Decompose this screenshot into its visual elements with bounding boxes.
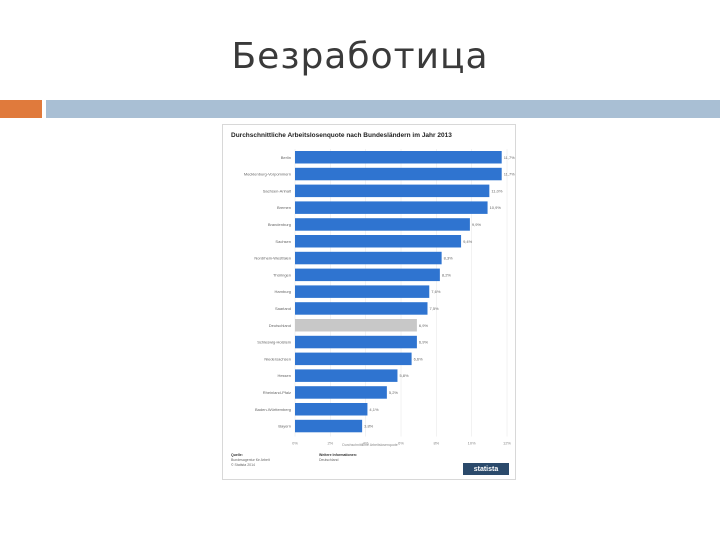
bar bbox=[295, 235, 462, 248]
value-label: 8,3% bbox=[444, 256, 454, 261]
chart-title: Durchschnittliche Arbeitslosenquote nach… bbox=[231, 132, 452, 139]
bar bbox=[295, 403, 368, 416]
value-label: 4,1% bbox=[369, 407, 379, 412]
value-label: 11,7% bbox=[504, 155, 515, 160]
category-label: Hessen bbox=[277, 373, 291, 378]
chart-card: Durchschnittliche Arbeitslosenquote nach… bbox=[222, 124, 516, 480]
bar bbox=[295, 268, 440, 282]
x-tick-label: 0% bbox=[292, 441, 298, 445]
value-label: 6,6% bbox=[414, 356, 424, 361]
x-tick-label: 6% bbox=[398, 441, 404, 445]
x-tick-label: 12% bbox=[503, 441, 511, 445]
bar bbox=[295, 335, 417, 349]
source-block: Quelle: Bundesagentur für Arbeit © Stati… bbox=[231, 453, 270, 468]
bar bbox=[295, 201, 488, 214]
value-label: 9,9% bbox=[472, 222, 482, 227]
category-label: Rheinland-Pfalz bbox=[263, 390, 291, 395]
category-label: Brandenburg bbox=[268, 222, 291, 227]
bar bbox=[295, 386, 387, 399]
slide-title: Безработица bbox=[231, 36, 489, 77]
bar bbox=[295, 352, 412, 366]
value-label: 5,2% bbox=[389, 390, 399, 395]
bar bbox=[295, 184, 490, 198]
category-label: Sachsen-Anhalt bbox=[263, 188, 292, 193]
info-title: Weitere Informationen: bbox=[319, 453, 358, 457]
bar-highlight bbox=[295, 319, 417, 332]
category-label: Hamburg bbox=[275, 289, 291, 294]
value-label: 5,8% bbox=[399, 373, 409, 378]
value-label: 7,5% bbox=[430, 306, 440, 311]
bar-chart: 0% 2% 4% 6% 8% 10% 12% Berlin 11,7% Mecklenburg-V… bbox=[244, 149, 515, 445]
x-tick-label: 8% bbox=[433, 441, 439, 445]
value-label: 3,8% bbox=[364, 424, 374, 429]
bar bbox=[295, 302, 428, 315]
x-tick-label: 4% bbox=[363, 441, 369, 445]
bar bbox=[295, 151, 502, 164]
bar bbox=[295, 285, 430, 298]
bar bbox=[295, 369, 398, 382]
value-label: 8,2% bbox=[442, 272, 452, 277]
category-label: Niedersachsen bbox=[264, 356, 291, 361]
bar bbox=[295, 419, 363, 433]
category-label: Deutschland bbox=[269, 323, 291, 328]
bar bbox=[295, 218, 470, 231]
category-label: Baden-Württemberg bbox=[255, 407, 291, 412]
x-axis-label: Durchschnittliche Arbeitslosenquote bbox=[342, 443, 398, 447]
source-title: Quelle: bbox=[231, 453, 243, 457]
category-label: Bayern bbox=[278, 424, 291, 429]
category-label: Nordrhein-Westfalen bbox=[254, 256, 291, 261]
value-label: 10,9% bbox=[490, 205, 502, 210]
category-label: Sachsen bbox=[275, 239, 291, 244]
category-label: Bremen bbox=[277, 205, 291, 210]
x-tick-label: 10% bbox=[468, 441, 476, 445]
value-label: 6,9% bbox=[419, 323, 429, 328]
bar bbox=[295, 251, 442, 265]
category-label: Saarland bbox=[275, 306, 291, 311]
value-label: 11,0% bbox=[491, 188, 502, 193]
accent-bar-orange bbox=[0, 100, 42, 118]
category-label: Mecklenburg-Vorpommern bbox=[244, 172, 291, 177]
source-line: © Statista 2014 bbox=[231, 463, 255, 467]
category-label: Berlin bbox=[281, 155, 291, 160]
bar bbox=[295, 167, 502, 181]
value-label: 9,4% bbox=[463, 239, 473, 244]
value-label: 11,7% bbox=[504, 172, 515, 177]
source-line: Bundesagentur für Arbeit bbox=[231, 458, 270, 462]
accent-bar-blue bbox=[46, 100, 720, 118]
category-label: Thüringen bbox=[273, 272, 291, 277]
category-label: Schleswig-Holstein bbox=[257, 340, 291, 345]
info-block: Weitere Informationen: Deutschland bbox=[319, 453, 357, 463]
info-line: Deutschland bbox=[319, 458, 339, 462]
value-label: 7,6% bbox=[431, 289, 441, 294]
value-label: 6,9% bbox=[419, 340, 429, 345]
x-tick-label: 2% bbox=[327, 441, 333, 445]
statista-logo: statista bbox=[463, 463, 509, 475]
